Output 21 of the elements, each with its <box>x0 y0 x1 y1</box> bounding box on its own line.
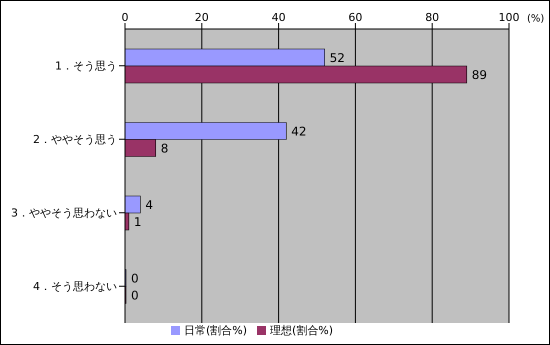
data-label: 4 <box>145 198 153 212</box>
x-axis-title: (%) <box>527 14 544 25</box>
data-label: 42 <box>291 124 307 138</box>
y-tick-label: 1．そう思う <box>55 60 117 73</box>
data-label: 0 <box>131 271 139 286</box>
legend-label: 理想(割合%) <box>270 324 334 337</box>
legend-label: 日常(割合%) <box>184 324 247 337</box>
x-tick-label: 80 <box>425 11 440 24</box>
y-tick-label: 2．ややそう思う <box>33 133 117 146</box>
x-tick-label: 60 <box>348 11 362 24</box>
x-tick-label: 40 <box>272 11 286 24</box>
y-tick-label: 3．ややそう思わない <box>11 206 117 220</box>
x-tick-label: 0 <box>122 11 128 24</box>
data-label: 89 <box>472 68 488 82</box>
data-label: 0 <box>131 288 139 302</box>
x-tick-label: 20 <box>194 11 209 24</box>
data-label: 52 <box>330 50 345 65</box>
data-label: 1 <box>134 214 142 229</box>
y-tick-label: 4．そう思わない <box>33 280 117 294</box>
data-label: 8 <box>160 141 168 156</box>
x-tick-label: 100 <box>498 11 520 24</box>
